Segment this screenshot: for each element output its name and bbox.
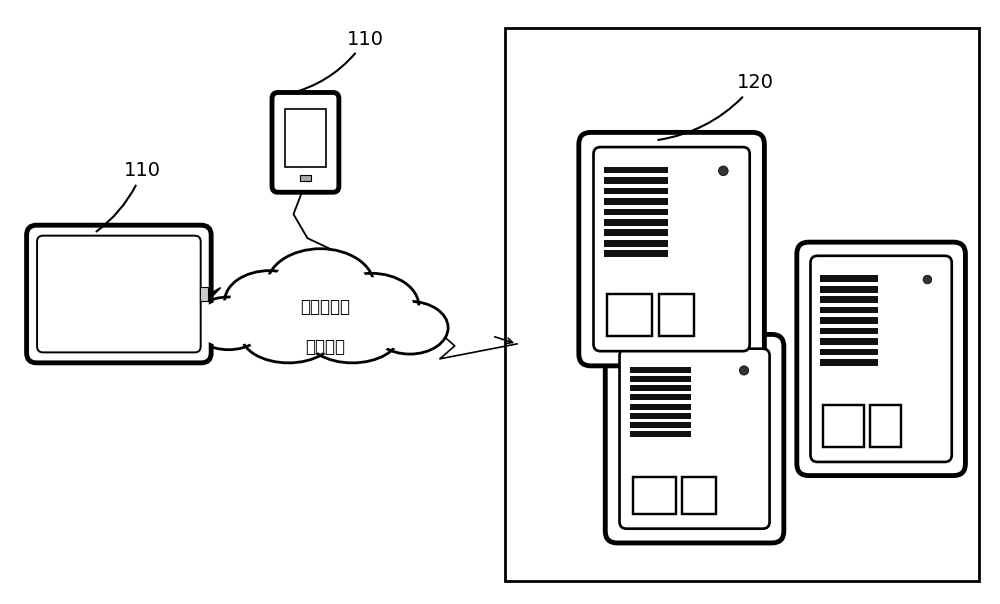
- Bar: [820, 328, 878, 335]
- Bar: [607, 294, 652, 336]
- Bar: [630, 422, 691, 428]
- FancyBboxPatch shape: [27, 225, 211, 363]
- Bar: [604, 219, 668, 226]
- Bar: [820, 286, 878, 292]
- Text: 110: 110: [289, 30, 384, 94]
- FancyBboxPatch shape: [810, 256, 952, 462]
- Ellipse shape: [371, 301, 448, 354]
- FancyBboxPatch shape: [594, 147, 750, 351]
- Circle shape: [718, 166, 728, 176]
- Ellipse shape: [230, 274, 309, 329]
- Bar: [604, 198, 668, 205]
- Bar: [682, 477, 716, 515]
- Bar: [630, 376, 691, 382]
- Bar: [870, 405, 901, 446]
- Bar: [604, 208, 668, 215]
- Bar: [820, 338, 878, 345]
- Bar: [633, 477, 676, 515]
- Text: 110: 110: [96, 161, 161, 231]
- Bar: [200, 287, 208, 301]
- Bar: [604, 230, 668, 236]
- Ellipse shape: [311, 310, 394, 359]
- Ellipse shape: [247, 310, 330, 359]
- Bar: [604, 177, 668, 184]
- FancyBboxPatch shape: [579, 132, 764, 366]
- FancyBboxPatch shape: [797, 242, 965, 475]
- Ellipse shape: [190, 297, 267, 350]
- Bar: [630, 431, 691, 437]
- Bar: [630, 403, 691, 410]
- Bar: [630, 413, 691, 419]
- Bar: [820, 317, 878, 324]
- FancyBboxPatch shape: [272, 92, 339, 192]
- Bar: [505, 28, 979, 582]
- Text: 无线网络: 无线网络: [305, 338, 345, 356]
- Ellipse shape: [305, 307, 400, 363]
- Ellipse shape: [273, 253, 368, 318]
- Ellipse shape: [195, 300, 262, 347]
- Circle shape: [923, 275, 932, 284]
- Bar: [820, 307, 878, 313]
- Text: 有线网络或: 有线网络或: [300, 298, 350, 316]
- Bar: [285, 109, 326, 167]
- Bar: [630, 394, 691, 400]
- Bar: [604, 188, 668, 194]
- Bar: [820, 275, 878, 282]
- Bar: [604, 240, 668, 246]
- Bar: [630, 385, 691, 391]
- Text: 120: 120: [658, 74, 773, 140]
- Ellipse shape: [225, 271, 314, 332]
- Bar: [604, 251, 668, 257]
- Ellipse shape: [241, 307, 336, 363]
- Bar: [604, 167, 668, 173]
- Bar: [659, 294, 694, 336]
- Bar: [820, 359, 878, 366]
- Bar: [820, 297, 878, 303]
- Bar: [300, 175, 311, 181]
- Ellipse shape: [330, 277, 413, 335]
- Bar: [630, 367, 691, 373]
- Circle shape: [739, 366, 749, 375]
- Ellipse shape: [267, 249, 374, 323]
- FancyBboxPatch shape: [620, 349, 770, 528]
- Ellipse shape: [376, 304, 444, 351]
- Bar: [820, 349, 878, 355]
- FancyBboxPatch shape: [605, 335, 784, 543]
- FancyBboxPatch shape: [37, 236, 201, 352]
- Ellipse shape: [324, 273, 419, 338]
- Bar: [823, 405, 864, 446]
